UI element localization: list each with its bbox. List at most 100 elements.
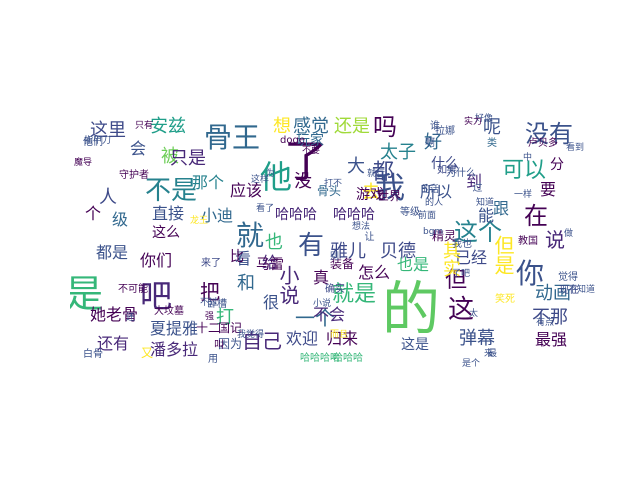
cloud-word: 为什么 bbox=[446, 168, 476, 179]
cloud-word: 一样 bbox=[514, 190, 533, 200]
cloud-word: 不要 bbox=[302, 146, 321, 156]
cloud-word: 是 bbox=[70, 272, 104, 316]
cloud-word: 我 bbox=[375, 171, 405, 206]
cloud-word: 不可能 bbox=[118, 284, 148, 295]
cloud-word: 骨王 bbox=[204, 121, 261, 154]
cloud-word: 指甲刀 bbox=[84, 136, 112, 146]
cloud-word: 说 bbox=[545, 228, 565, 252]
cloud-word: 贝德 bbox=[380, 241, 416, 262]
cloud-word: 小说 bbox=[313, 299, 332, 309]
cloud-word: 到 bbox=[466, 172, 483, 191]
cloud-word: 夏提雅 bbox=[150, 319, 199, 338]
cloud-word: 世界 bbox=[377, 189, 402, 203]
cloud-word: 想法 bbox=[352, 222, 371, 232]
cloud-word: 想 bbox=[273, 116, 291, 137]
cloud-word: 一个 bbox=[295, 306, 335, 330]
cloud-word: 确实 bbox=[325, 284, 345, 295]
cloud-word: 因为 bbox=[218, 337, 243, 351]
cloud-word: 都是 bbox=[96, 243, 129, 262]
cloud-word: 我觉得 bbox=[237, 330, 265, 340]
cloud-word: doge bbox=[280, 135, 305, 146]
cloud-word: 的人 bbox=[425, 198, 444, 208]
cloud-word: 那个 bbox=[192, 173, 225, 192]
cloud-word: 要 bbox=[540, 180, 557, 199]
cloud-word: 只是 bbox=[170, 148, 206, 169]
cloud-word: 我也 bbox=[452, 239, 472, 250]
cloud-word: 吗 bbox=[373, 113, 397, 141]
cloud-word: 做 bbox=[564, 229, 574, 239]
cloud-word: 中 bbox=[523, 153, 533, 163]
cloud-word: 被 bbox=[161, 146, 179, 167]
cloud-word: 但是 bbox=[491, 235, 515, 275]
cloud-word: 而且 bbox=[330, 330, 349, 340]
cloud-word: 骨头 bbox=[317, 184, 342, 198]
cloud-word: 好像 bbox=[475, 114, 494, 124]
cloud-word: 这样 bbox=[251, 175, 270, 185]
cloud-word: 真 bbox=[313, 268, 330, 287]
cloud-word: 会 bbox=[130, 139, 147, 158]
cloud-word: 教国 bbox=[518, 236, 538, 247]
cloud-word: 国记 bbox=[218, 321, 243, 335]
cloud-word: 知道 bbox=[476, 198, 495, 208]
cloud-word: 不是 bbox=[145, 176, 198, 206]
cloud-word: 精灵 bbox=[432, 229, 457, 243]
cloud-word: 好 bbox=[424, 132, 442, 153]
cloud-word: 弹幕 bbox=[459, 328, 495, 349]
cloud-word: 小说 bbox=[276, 265, 300, 305]
cloud-word: 呢 bbox=[483, 117, 501, 138]
cloud-word: 的 bbox=[382, 275, 441, 343]
cloud-word: 十二 bbox=[196, 321, 221, 335]
cloud-word: 小迪 bbox=[201, 206, 234, 225]
cloud-word: 你们 bbox=[140, 251, 173, 270]
cloud-word: 这么 bbox=[152, 225, 180, 241]
cloud-word: 大坟墓 bbox=[154, 306, 184, 317]
cloud-word: 比 bbox=[230, 249, 244, 265]
cloud-word: 其实 bbox=[440, 241, 461, 277]
cloud-word: 去 bbox=[362, 182, 380, 203]
cloud-word: 也是 bbox=[397, 255, 430, 274]
cloud-word: 别 bbox=[330, 252, 340, 262]
cloud-word: 不会 bbox=[313, 305, 346, 324]
cloud-word: 看了 bbox=[256, 204, 275, 214]
cloud-word: 这个 bbox=[454, 218, 502, 246]
cloud-word: 还 bbox=[126, 313, 136, 323]
cloud-word: 卧槽 bbox=[207, 299, 227, 310]
cloud-word: 雅儿 bbox=[330, 241, 366, 262]
cloud-word: 级 bbox=[112, 210, 129, 229]
cloud-word: 把 bbox=[200, 280, 220, 304]
cloud-word: 啊 bbox=[425, 138, 435, 149]
cloud-word: 吧 bbox=[140, 277, 173, 315]
cloud-word: 就 bbox=[236, 219, 265, 252]
word-cloud: 的是了我你吧就有他骨王这都吗没有 可以 不是说这个在就是 雅儿 贝德 一个 弹幕 最强 自己 动画… bbox=[70, 110, 605, 378]
cloud-word: 来 bbox=[484, 349, 494, 359]
cloud-word: 哈哈哈哈 bbox=[300, 353, 340, 364]
cloud-word: 潘多拉 bbox=[150, 340, 199, 359]
cloud-word: 直接 bbox=[152, 204, 185, 223]
cloud-word: 装备 bbox=[330, 257, 355, 271]
cloud-word: 就行 bbox=[367, 169, 386, 179]
cloud-word: 不那 bbox=[532, 307, 568, 328]
cloud-word: 如果 bbox=[437, 165, 457, 176]
cloud-word: 等级 bbox=[400, 207, 420, 218]
cloud-word: 他 bbox=[255, 160, 293, 192]
cloud-word: 过 bbox=[470, 182, 481, 192]
cloud-word: 没有 bbox=[525, 120, 573, 148]
cloud-word: 也 bbox=[265, 232, 283, 253]
cloud-word: 你 bbox=[516, 257, 545, 290]
cloud-word: 和 bbox=[237, 273, 255, 294]
cloud-word: 觉得 bbox=[558, 272, 578, 283]
cloud-word: 为 bbox=[266, 169, 276, 179]
cloud-word: 看 bbox=[235, 249, 252, 268]
cloud-word: 不知道 bbox=[568, 285, 596, 295]
cloud-word: 都 bbox=[372, 160, 395, 185]
cloud-word: 就是 bbox=[332, 282, 377, 307]
cloud-word: 守护者 bbox=[119, 170, 149, 181]
cloud-word: 最 bbox=[488, 349, 498, 359]
cloud-word: 这里 bbox=[90, 120, 126, 141]
cloud-word: 安兹 bbox=[150, 116, 186, 137]
cloud-word: 人 bbox=[99, 187, 117, 208]
cloud-word: 欢迎 bbox=[286, 329, 319, 348]
cloud-word: 所以 bbox=[420, 182, 453, 201]
cloud-word: 但 bbox=[445, 268, 468, 293]
cloud-word: 归来 bbox=[326, 329, 359, 348]
